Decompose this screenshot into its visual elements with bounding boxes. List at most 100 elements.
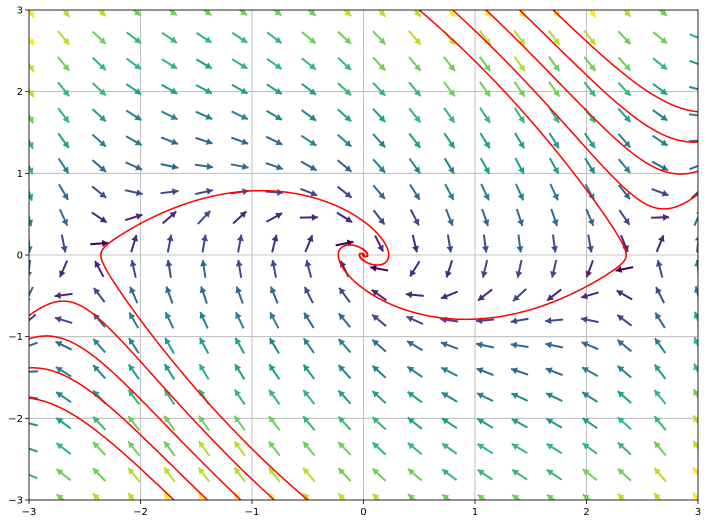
quiver-arrow xyxy=(617,30,632,46)
quiver-arrow xyxy=(545,417,563,429)
quiver-arrow xyxy=(688,113,698,117)
quiver-arrow xyxy=(268,389,281,406)
quiver-arrow xyxy=(235,286,244,304)
quiver-arrow xyxy=(407,416,423,430)
quiver-arrow xyxy=(198,415,210,432)
quiver-arrow xyxy=(199,311,209,329)
quiver-arrow xyxy=(126,31,142,45)
quiver-arrow xyxy=(618,184,631,200)
quiver-arrow xyxy=(545,341,564,349)
quiver-arrow xyxy=(197,492,206,500)
quiver-arrow xyxy=(371,467,387,482)
quiver-arrow xyxy=(581,442,598,455)
quiver-arrow xyxy=(234,337,245,354)
quiver-arrow xyxy=(513,107,526,124)
quiver-arrow xyxy=(655,286,666,304)
quiver-arrow xyxy=(91,211,108,224)
quiver-arrow xyxy=(231,83,249,95)
quiver-arrow xyxy=(337,133,352,148)
quiver-arrow xyxy=(510,317,529,325)
quiver-arrow xyxy=(406,390,423,404)
quiver-arrow xyxy=(165,286,174,304)
quiver-arrow xyxy=(546,493,556,500)
quiver-arrow xyxy=(480,183,490,201)
quiver-arrow xyxy=(307,10,317,17)
quiver-arrow xyxy=(651,213,670,221)
quiver-arrow xyxy=(198,363,210,381)
quiver-arrow xyxy=(550,259,558,278)
quiver-arrow xyxy=(440,366,458,377)
quiver-arrow xyxy=(230,136,249,145)
quiver-arrow xyxy=(54,291,73,299)
quiver-arrow xyxy=(408,81,422,97)
quiver-arrow xyxy=(337,467,352,482)
quiver-arrow xyxy=(124,213,143,222)
quiver-arrow xyxy=(407,442,423,456)
quiver-arrow xyxy=(91,133,107,148)
quiver-arrow xyxy=(689,33,698,39)
quiver-arrow xyxy=(29,10,35,19)
quiver-arrow xyxy=(440,341,459,350)
quiver-arrow xyxy=(547,29,561,46)
quiver-arrow xyxy=(617,467,632,482)
quiver-arrow xyxy=(128,337,140,354)
quiver-arrow xyxy=(371,288,388,302)
quiver-arrow xyxy=(337,57,352,71)
quiver-arrow xyxy=(653,389,667,405)
quiver-arrow xyxy=(443,157,455,175)
quiver-arrow xyxy=(694,259,698,278)
quiver-arrow xyxy=(616,365,632,379)
quiver-arrow xyxy=(548,81,561,98)
quiver-arrow xyxy=(29,213,34,227)
quiver-arrow xyxy=(407,468,423,482)
quiver-arrow xyxy=(199,286,208,304)
quiver-arrow xyxy=(585,208,595,227)
quiver-arrow xyxy=(55,442,72,455)
quiver-arrow xyxy=(302,389,316,405)
quiver-arrow xyxy=(692,491,698,500)
quiver-arrow xyxy=(548,157,560,175)
quiver-arrow xyxy=(481,234,489,253)
quiver-arrow xyxy=(654,337,667,354)
quiver-arrow xyxy=(408,107,422,124)
quiver-arrow xyxy=(651,160,669,172)
quiver-arrow xyxy=(693,336,698,349)
quiver-arrow xyxy=(29,163,34,175)
quiver-arrow xyxy=(652,57,668,71)
quiver-arrow xyxy=(301,31,317,45)
quiver-arrow xyxy=(337,492,346,500)
quiver-arrow xyxy=(160,136,179,146)
quiver-arrow xyxy=(441,417,458,430)
quiver-arrow xyxy=(195,188,214,196)
quiver-arrow xyxy=(652,82,668,96)
quiver-arrow xyxy=(55,391,72,403)
quiver-arrow xyxy=(617,416,632,430)
quiver-arrow xyxy=(125,57,142,71)
quiver-arrow xyxy=(511,468,528,481)
quiver-arrow xyxy=(29,87,35,98)
quiver-arrow xyxy=(693,363,698,375)
quiver-arrow xyxy=(337,441,352,456)
quiver-arrow xyxy=(617,81,632,97)
quiver-arrow xyxy=(231,58,248,70)
quiver-arrow xyxy=(443,81,456,98)
quiver-arrow xyxy=(300,187,318,197)
quiver-arrow xyxy=(372,56,387,72)
quiver-arrow xyxy=(266,83,283,95)
quiver-arrow xyxy=(405,291,424,299)
x-tick-label: 2 xyxy=(583,507,589,518)
quiver-arrow xyxy=(58,208,69,227)
quiver-arrow xyxy=(195,84,213,95)
quiver-arrow xyxy=(267,492,276,500)
quiver-arrow xyxy=(511,418,528,429)
quiver-arrow xyxy=(94,260,105,278)
quiver-arrow xyxy=(125,83,142,96)
quiver-arrow xyxy=(92,441,107,456)
quiver-arrow xyxy=(545,317,564,325)
quiver-arrow xyxy=(443,132,456,149)
quiver-arrow xyxy=(584,157,596,175)
y-tick-label: −1 xyxy=(8,332,23,343)
quiver-arrow xyxy=(479,107,491,124)
quiver-arrow xyxy=(370,264,389,272)
quiver-arrow xyxy=(236,234,244,253)
